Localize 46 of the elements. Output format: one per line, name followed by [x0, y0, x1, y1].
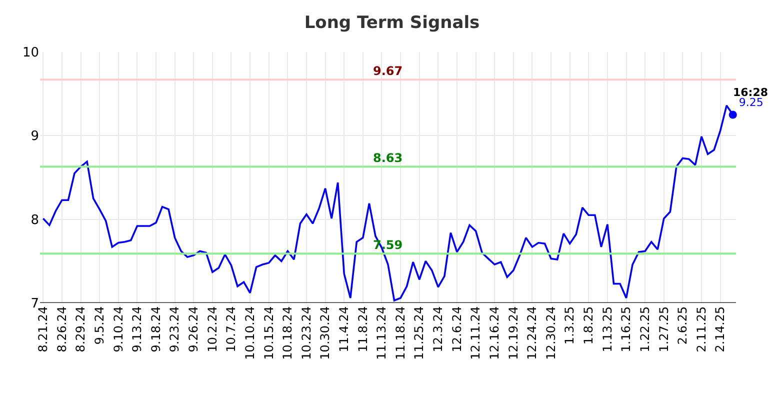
x-tick-label: 9.5.24	[92, 306, 106, 345]
x-tick-label: 12.6.24	[450, 306, 464, 352]
x-tick-label: 10.15.24	[262, 306, 276, 360]
x-tick-label: 1.16.25	[619, 306, 634, 352]
annotation: 16:28	[733, 86, 768, 99]
chart-title: Long Term Signals	[304, 12, 480, 33]
x-tick-label: 11.4.24	[337, 306, 352, 352]
x-tick-label: 10.30.24	[318, 306, 332, 360]
x-tick-label: 10.23.24	[299, 306, 314, 360]
y-tick-label: 9	[30, 129, 39, 144]
y-tick-label: 7	[30, 296, 39, 312]
x-tick-label: 9.26.24	[186, 306, 201, 352]
x-tick-label: 8.26.24	[54, 306, 69, 352]
x-tick-label: 10.2.24	[205, 306, 220, 352]
x-tick-label: 11.13.24	[374, 306, 389, 360]
x-tick-label: 9.18.24	[148, 306, 163, 352]
x-tick-label: 10.10.24	[242, 306, 257, 360]
x-tick-label: 11.25.24	[412, 306, 426, 360]
x-tick-label: 8.21.24	[36, 306, 50, 352]
x-tick-label: 1.3.25	[562, 306, 577, 345]
x-tick-label: 10.7.24	[224, 306, 238, 352]
x-tick-label: 12.11.24	[468, 306, 483, 360]
x-tick-label: 2.11.25	[694, 306, 708, 352]
x-tick-label: 1.22.25	[638, 306, 652, 352]
x-tick-label: 1.27.25	[656, 306, 671, 352]
y-tick-label: 10	[22, 46, 39, 61]
y-tick-label: 8	[30, 212, 39, 228]
x-tick-label: 9.23.24	[168, 306, 182, 352]
x-tick-label: 8.29.24	[74, 306, 88, 352]
x-tick-label: 12.16.24	[487, 306, 502, 360]
x-tick-label: 10.18.24	[280, 306, 295, 360]
x-tick-label: 2.14.25	[713, 306, 728, 352]
x-tick-label: 9.13.24	[130, 306, 144, 352]
x-tick-label: 12.3.24	[431, 306, 446, 352]
x-tick-label: 1.8.25	[582, 306, 596, 345]
ref-line-label: 9.67	[373, 64, 403, 78]
x-tick-label: 12.30.24	[544, 306, 558, 360]
data-label: 9.25	[738, 96, 764, 109]
x-tick-label: 12.24.24	[525, 306, 540, 360]
x-tick-label: 12.19.24	[506, 306, 520, 360]
x-tick-label: 1.13.25	[600, 306, 614, 352]
ref-line-label: 8.63	[373, 151, 403, 165]
x-tick-label: 9.10.24	[111, 306, 126, 352]
x-tick-label: 2.6.25	[676, 306, 690, 345]
x-tick-label: 11.8.24	[356, 306, 370, 352]
x-tick-label: 11.18.24	[393, 306, 408, 360]
